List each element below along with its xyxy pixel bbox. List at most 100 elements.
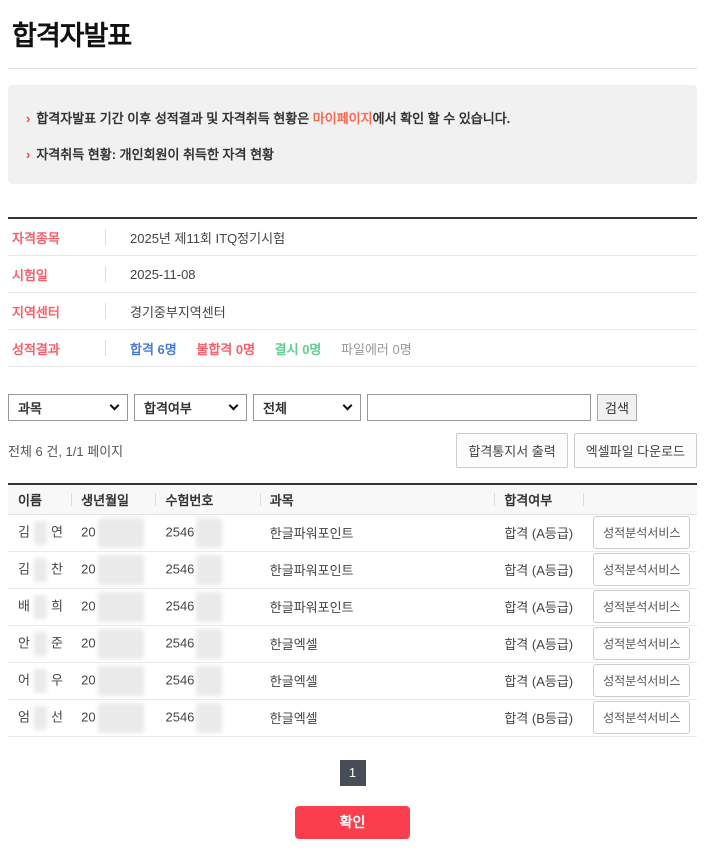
cell-service: 성적분석서비스	[583, 625, 697, 663]
exam-no-prefix: 2546	[165, 671, 195, 687]
cell-service: 성적분석서비스	[583, 514, 697, 552]
bullet-arrow-icon: ›	[26, 147, 31, 162]
info-value: 2025년 제11회 ITQ정기시험	[130, 230, 286, 246]
redacted-exam-no	[196, 665, 223, 696]
notice-line-1: › 합격자발표 기간 이후 성적결과 및 자격취득 현황은 마이페이지에서 확인 …	[26, 108, 679, 127]
title-divider	[8, 68, 697, 69]
cell-birth: 20	[71, 551, 156, 589]
cell-birth: 20	[71, 625, 156, 663]
info-divider	[105, 229, 106, 245]
birth-prefix: 20	[81, 634, 96, 650]
name-last: 연	[50, 523, 63, 539]
info-label: 시험일	[12, 267, 48, 283]
search-button[interactable]: 검색	[597, 394, 637, 421]
pass-count: 합격 6명	[130, 341, 177, 357]
subject-filter-select[interactable]: 과목	[8, 394, 128, 421]
page-title: 합격자발표	[12, 21, 132, 51]
score-analysis-button[interactable]: 성적분석서비스	[593, 553, 691, 586]
cell-birth: 20	[71, 662, 156, 700]
birth-prefix: 20	[81, 671, 96, 687]
info-label: 자격종목	[12, 230, 60, 246]
notice-line-2: › 자격취득 현황: 개인회원이 취득한 자격 현황	[26, 144, 679, 163]
score-analysis-button[interactable]: 성적분석서비스	[593, 590, 691, 623]
header-name: 이름	[8, 484, 72, 515]
redacted-name	[33, 594, 47, 619]
name-last: 희	[50, 597, 63, 613]
info-label: 성적결과	[12, 341, 60, 357]
redacted-birth	[97, 517, 144, 548]
cell-exam-no: 2546	[155, 514, 260, 552]
select-value: 과목	[18, 401, 42, 416]
search-input[interactable]	[367, 394, 591, 421]
birth-prefix: 20	[81, 708, 96, 724]
cell-exam-no: 2546	[155, 625, 260, 663]
summary-buttons: 합격통지서 출력 엑셀파일 다운로드	[456, 433, 697, 468]
redacted-name	[33, 668, 47, 693]
cell-exam-no: 2546	[155, 551, 260, 589]
summary-row: 전체 6 건, 1/1 페이지 합격통지서 출력 엑셀파일 다운로드	[8, 433, 697, 468]
score-analysis-button[interactable]: 성적분석서비스	[593, 664, 691, 697]
cell-subject: 한글엑셀	[259, 662, 495, 700]
chevron-down-icon	[109, 400, 120, 411]
confirm-wrap: 확인	[8, 805, 697, 864]
score-analysis-button[interactable]: 성적분석서비스	[593, 701, 691, 734]
result-summary: 합격 6명 불합격 0명 결시 0명 파일에러 0명	[106, 339, 412, 358]
info-divider	[105, 266, 106, 282]
exam-no-prefix: 2546	[165, 634, 195, 650]
cell-birth: 20	[71, 514, 156, 552]
score-analysis-button[interactable]: 성적분석서비스	[593, 627, 691, 660]
notice-text-post: 에서 확인 할 수 있습니다.	[372, 111, 511, 126]
name-last: 우	[50, 671, 63, 687]
cell-result: 합격 (B등급)	[494, 699, 584, 737]
excel-download-button[interactable]: 엑셀파일 다운로드	[573, 433, 697, 468]
info-divider	[105, 303, 106, 319]
pass-status-filter-select[interactable]: 합격여부	[134, 394, 247, 421]
score-analysis-button[interactable]: 성적분석서비스	[593, 516, 691, 549]
redacted-birth	[97, 702, 144, 733]
name-first: 김	[18, 560, 30, 576]
mypage-link[interactable]: 마이페이지	[312, 111, 373, 126]
header-result: 합격여부	[494, 484, 584, 515]
header-exam-no: 수험번호	[155, 484, 260, 515]
print-pass-notice-button[interactable]: 합격통지서 출력	[456, 433, 568, 468]
header-service	[583, 484, 697, 515]
name-first: 안	[18, 634, 30, 650]
cell-service: 성적분석서비스	[583, 662, 697, 700]
info-value: 경기중부지역센터	[130, 304, 226, 320]
name-first: 어	[18, 671, 30, 687]
cell-result: 합격 (A등급)	[494, 625, 584, 663]
info-label: 지역센터	[12, 304, 60, 320]
exam-no-prefix: 2546	[165, 560, 195, 576]
table-header-row: 이름 생년월일 수험번호 과목 합격여부	[8, 484, 697, 515]
info-row-exam-date: 시험일 2025-11-08	[8, 256, 697, 293]
redacted-name	[33, 520, 47, 545]
cell-result: 합격 (A등급)	[494, 662, 584, 700]
cell-exam-no: 2546	[155, 662, 260, 700]
select-value: 전체	[263, 401, 287, 416]
notice-text-pre: 합격자발표 기간 이후 성적결과 및 자격취득 현황은	[36, 111, 313, 126]
scope-filter-select[interactable]: 전체	[253, 394, 361, 421]
exam-no-prefix: 2546	[165, 597, 195, 613]
cell-subject: 한글파워포인트	[259, 551, 495, 589]
header-birth: 생년월일	[71, 484, 156, 515]
cell-subject: 한글엑셀	[259, 699, 495, 737]
page-number-1[interactable]: 1	[339, 759, 366, 786]
total-count-text: 전체 6 건, 1/1 페이지	[8, 444, 124, 459]
bullet-arrow-icon: ›	[26, 111, 31, 126]
confirm-button[interactable]: 확인	[295, 805, 410, 839]
redacted-exam-no	[196, 517, 223, 548]
absent-count: 결시 0명	[274, 341, 322, 357]
exam-no-prefix: 2546	[165, 708, 195, 724]
info-row-results: 성적결과 합격 6명 불합격 0명 결시 0명 파일에러 0명	[8, 330, 697, 367]
redacted-birth	[97, 591, 144, 622]
info-divider	[105, 340, 106, 356]
select-value: 합격여부	[144, 401, 192, 416]
cell-subject: 한글파워포인트	[259, 588, 495, 626]
redacted-name	[33, 557, 47, 582]
page-container: 합격자발표 › 합격자발표 기간 이후 성적결과 및 자격취득 현황은 마이페이지…	[0, 14, 708, 864]
